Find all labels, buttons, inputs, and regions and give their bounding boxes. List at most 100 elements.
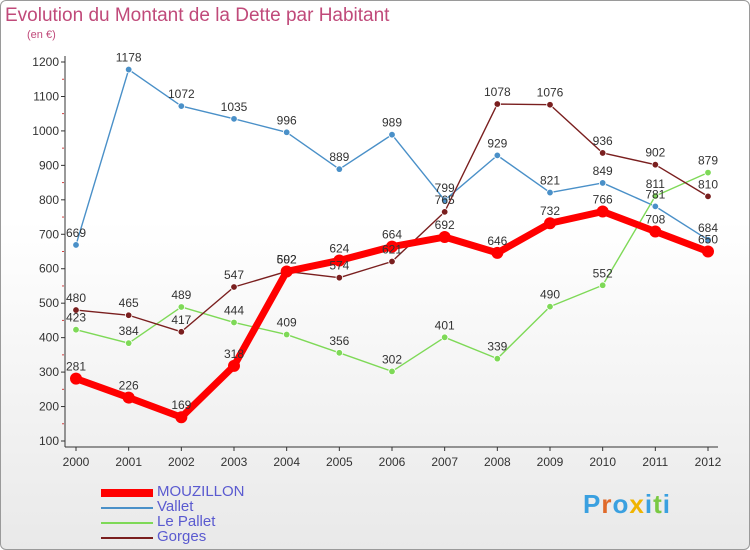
x-tick-label: 2009 <box>537 455 564 469</box>
data-point <box>72 306 80 314</box>
data-point <box>651 192 660 200</box>
y-tick-label: 800 <box>39 193 59 207</box>
x-tick-label: 2002 <box>168 455 195 469</box>
data-point <box>598 281 607 289</box>
x-tick-label: 2011 <box>642 455 668 469</box>
data-point <box>386 240 398 253</box>
data-point <box>175 411 188 424</box>
data-point <box>440 333 449 341</box>
data-label: 664 <box>382 228 402 242</box>
legend-swatch-le-pallet <box>101 522 153 524</box>
data-label: 692 <box>435 218 455 232</box>
data-point <box>228 359 240 372</box>
x-tick-label: 2012 <box>695 455 722 469</box>
data-point <box>230 283 238 291</box>
data-label: 401 <box>435 318 455 332</box>
x-tick-label: 2007 <box>431 455 458 469</box>
legend-label-vallet: Vallet <box>157 498 194 515</box>
data-point <box>335 165 344 173</box>
data-point <box>230 115 238 123</box>
data-point <box>546 101 554 109</box>
y-tick-label: 600 <box>39 262 59 276</box>
data-point <box>598 179 607 187</box>
data-point <box>388 257 396 266</box>
x-tick-label: 2001 <box>115 455 142 469</box>
data-label: 1178 <box>116 51 142 65</box>
data-point <box>702 245 714 258</box>
data-label: 409 <box>277 316 297 330</box>
data-label: 318 <box>224 347 244 361</box>
data-label: 356 <box>329 334 349 348</box>
x-tick-label: 2005 <box>326 455 353 469</box>
chart-subtitle: (en €) <box>27 29 56 41</box>
data-point <box>440 196 449 204</box>
data-point <box>440 208 449 216</box>
data-label: 799 <box>435 181 455 195</box>
legend-label-gorges: Gorges <box>157 528 207 545</box>
data-label: 996 <box>277 113 297 127</box>
data-point <box>72 326 80 334</box>
y-tick-label: 900 <box>39 158 59 172</box>
data-point <box>544 217 556 230</box>
data-point <box>649 225 662 238</box>
data-point <box>335 349 344 357</box>
x-tick-label: 2004 <box>273 455 300 469</box>
data-point <box>124 339 133 347</box>
data-point <box>704 192 712 201</box>
data-point <box>230 318 238 327</box>
data-label: 489 <box>171 288 191 302</box>
data-label: 766 <box>593 193 613 207</box>
data-label: 339 <box>487 340 507 354</box>
y-tick-label: 1000 <box>32 124 59 138</box>
data-point <box>546 302 554 311</box>
data-label: 624 <box>329 241 349 255</box>
legend-item-mouzillon: MOUZILLON <box>101 483 361 500</box>
data-label: 902 <box>645 146 665 160</box>
data-point <box>124 65 133 74</box>
y-tick-label: 100 <box>39 434 59 448</box>
data-label: 936 <box>593 134 613 148</box>
y-tick-label: 300 <box>39 365 59 379</box>
y-tick-label: 1100 <box>33 89 59 103</box>
data-label: 669 <box>66 226 86 240</box>
data-point <box>651 202 660 211</box>
data-label: 1035 <box>221 100 248 114</box>
data-label: 417 <box>171 313 191 327</box>
data-label: 574 <box>329 259 349 273</box>
data-label: 384 <box>119 324 139 338</box>
data-label: 810 <box>698 177 718 191</box>
y-tick-label: 1200 <box>32 55 59 69</box>
data-point <box>704 168 712 177</box>
legend-item-gorges: Gorges <box>101 528 361 545</box>
data-label: 1078 <box>484 85 511 99</box>
legend-item-le-pallet: Le Pallet <box>101 513 361 530</box>
data-label: 849 <box>593 164 613 178</box>
data-label: 465 <box>119 296 139 310</box>
data-point <box>546 188 554 197</box>
chart-title: Evolution du Montant de la Dette par Hab… <box>5 5 390 26</box>
data-label: 226 <box>119 379 139 393</box>
legend-item-vallet: Vallet <box>101 498 361 515</box>
data-label: 684 <box>698 221 718 235</box>
data-label: 444 <box>224 303 244 317</box>
data-label: 281 <box>66 360 86 374</box>
legend: MOUZILLON Vallet Le Pallet Gorges <box>101 483 361 545</box>
data-point <box>596 205 609 218</box>
data-label: 781 <box>645 187 665 201</box>
data-label: 646 <box>487 234 507 248</box>
data-label: 708 <box>645 213 665 227</box>
data-point <box>70 372 82 385</box>
data-point <box>333 254 346 267</box>
data-label: 602 <box>277 252 297 266</box>
y-tick-label: 200 <box>39 400 59 414</box>
data-label: 552 <box>593 266 613 280</box>
y-tick-label: 400 <box>39 331 59 345</box>
data-point <box>280 265 293 278</box>
data-label: 592 <box>277 252 297 266</box>
data-point <box>704 236 712 244</box>
data-label: 889 <box>329 150 349 164</box>
data-point <box>493 354 502 363</box>
data-label: 929 <box>487 136 507 150</box>
